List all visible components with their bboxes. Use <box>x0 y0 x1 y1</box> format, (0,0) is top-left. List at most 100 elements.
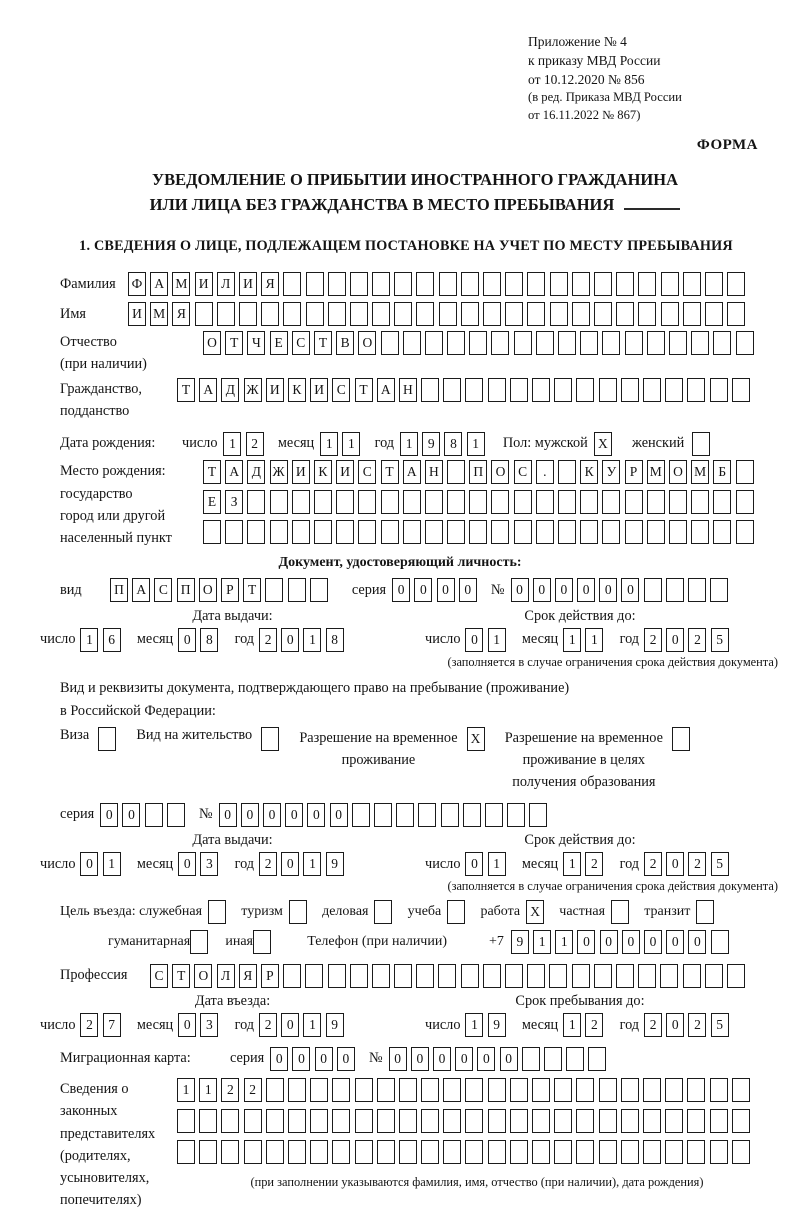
char-box[interactable]: 0 <box>465 852 484 877</box>
char-box[interactable]: 1 <box>80 627 99 652</box>
char-box[interactable] <box>443 1140 462 1165</box>
char-box[interactable]: 0 <box>666 930 685 955</box>
char-box[interactable]: Д <box>221 378 240 403</box>
char-box[interactable] <box>696 900 715 925</box>
char-box[interactable] <box>558 330 576 355</box>
char-box[interactable] <box>483 302 501 327</box>
char-box[interactable]: Т <box>177 378 195 403</box>
char-box[interactable]: 1 <box>585 627 604 652</box>
char-box[interactable] <box>580 520 599 545</box>
char-box[interactable]: 9 <box>325 1013 344 1038</box>
char-box[interactable] <box>554 1109 573 1134</box>
char-box[interactable] <box>243 1140 262 1165</box>
char-box[interactable]: 0 <box>458 578 477 603</box>
char-box[interactable] <box>671 726 690 751</box>
char-box[interactable]: Т <box>354 378 373 403</box>
char-box[interactable]: С <box>291 330 310 355</box>
char-box[interactable]: Т <box>380 460 399 485</box>
char-box[interactable]: З <box>225 490 244 515</box>
char-box[interactable]: Д <box>247 460 266 485</box>
char-box[interactable] <box>576 1109 595 1134</box>
char-box[interactable] <box>380 490 399 515</box>
char-box[interactable]: 2 <box>259 852 278 877</box>
char-box[interactable]: О <box>194 963 213 988</box>
char-box[interactable]: 7 <box>102 1013 121 1038</box>
char-box[interactable] <box>447 520 466 545</box>
char-box[interactable] <box>687 1140 706 1165</box>
char-box[interactable] <box>443 378 462 403</box>
char-box[interactable] <box>646 520 665 545</box>
char-box[interactable]: Ж <box>269 460 288 485</box>
char-box[interactable] <box>660 302 679 327</box>
char-box[interactable] <box>735 330 754 355</box>
char-box[interactable] <box>665 1140 684 1165</box>
char-box[interactable]: 1 <box>563 1013 582 1038</box>
char-box[interactable] <box>376 1078 395 1103</box>
char-box[interactable] <box>709 378 728 403</box>
char-box[interactable] <box>566 1046 585 1071</box>
char-box[interactable] <box>447 900 466 925</box>
char-box[interactable] <box>487 1140 506 1165</box>
char-box[interactable] <box>203 520 221 545</box>
char-box[interactable] <box>624 490 643 515</box>
char-box[interactable]: Ч <box>247 330 266 355</box>
char-box[interactable]: О <box>203 330 221 355</box>
char-box[interactable] <box>398 1109 417 1134</box>
char-box[interactable] <box>549 302 568 327</box>
char-box[interactable]: 0 <box>532 578 551 603</box>
char-box[interactable] <box>704 302 723 327</box>
char-box[interactable]: 0 <box>178 627 197 652</box>
char-box[interactable] <box>710 930 729 955</box>
char-box[interactable]: 0 <box>240 802 259 827</box>
char-box[interactable]: 0 <box>307 802 326 827</box>
char-box[interactable] <box>558 460 576 485</box>
char-box[interactable] <box>310 1109 329 1134</box>
char-box[interactable] <box>709 1140 728 1165</box>
char-box[interactable] <box>332 1140 351 1165</box>
char-box[interactable]: М <box>150 302 169 327</box>
char-box[interactable]: Я <box>172 302 191 327</box>
char-box[interactable] <box>394 272 413 297</box>
char-box[interactable] <box>291 520 310 545</box>
char-box[interactable]: 0 <box>436 578 455 603</box>
char-box[interactable] <box>221 1109 240 1134</box>
char-box[interactable] <box>660 963 679 988</box>
char-box[interactable]: 1 <box>487 627 506 652</box>
char-box[interactable] <box>691 520 710 545</box>
char-box[interactable] <box>593 272 612 297</box>
char-box[interactable] <box>638 963 657 988</box>
char-box[interactable]: 1 <box>533 930 552 955</box>
char-box[interactable]: И <box>310 378 329 403</box>
char-box[interactable]: 5 <box>710 1013 729 1038</box>
char-box[interactable]: Ф <box>128 272 146 297</box>
char-box[interactable]: 0 <box>599 930 618 955</box>
char-box[interactable] <box>532 378 550 403</box>
char-box[interactable] <box>288 900 307 925</box>
char-box[interactable] <box>507 802 526 827</box>
char-box[interactable] <box>602 330 621 355</box>
char-box[interactable]: 1 <box>400 431 419 456</box>
char-box[interactable] <box>688 578 707 603</box>
char-box[interactable] <box>438 302 457 327</box>
char-box[interactable]: 9 <box>422 431 441 456</box>
char-box[interactable]: 1 <box>555 930 574 955</box>
char-box[interactable] <box>535 490 554 515</box>
char-box[interactable] <box>443 1109 462 1134</box>
char-box[interactable]: И <box>265 378 284 403</box>
char-box[interactable] <box>462 802 481 827</box>
char-box[interactable] <box>374 900 393 925</box>
char-box[interactable]: Л <box>216 963 235 988</box>
char-box[interactable] <box>660 272 679 297</box>
char-box[interactable]: Т <box>313 330 332 355</box>
char-box[interactable] <box>668 490 687 515</box>
char-box[interactable] <box>642 1140 661 1165</box>
char-box[interactable] <box>624 330 643 355</box>
char-box[interactable]: 0 <box>666 627 685 652</box>
char-box[interactable] <box>349 272 368 297</box>
char-box[interactable]: 0 <box>270 1046 289 1071</box>
char-box[interactable] <box>642 1078 661 1103</box>
char-box[interactable] <box>491 520 510 545</box>
char-box[interactable] <box>527 302 546 327</box>
char-box[interactable] <box>665 1109 684 1134</box>
char-box[interactable] <box>665 378 684 403</box>
